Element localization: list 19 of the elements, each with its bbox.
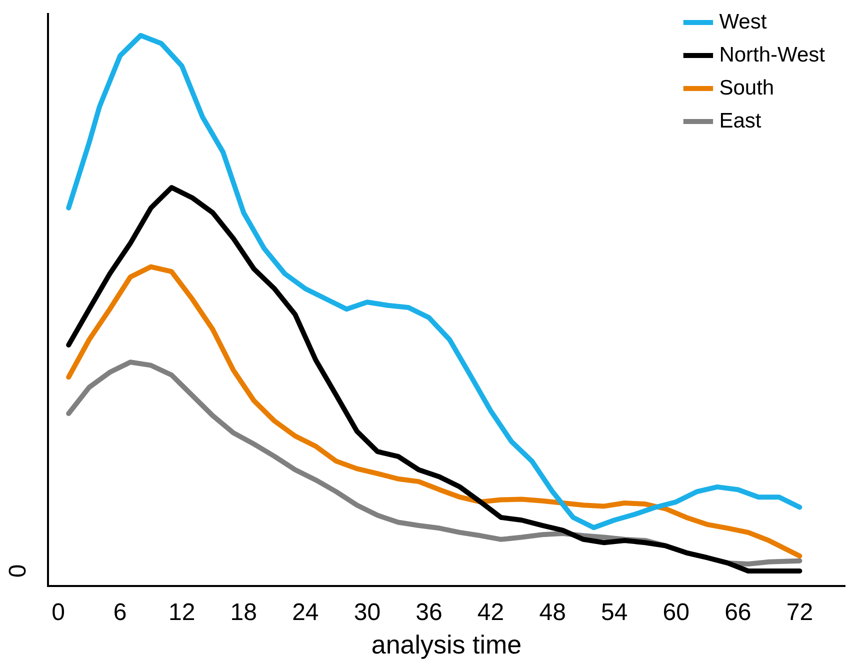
x-tick-label: 24 bbox=[292, 599, 319, 626]
x-tick-label: 48 bbox=[539, 599, 566, 626]
x-tick-label: 42 bbox=[477, 599, 504, 626]
legend-label: North-West bbox=[719, 43, 826, 66]
x-tick-label: 72 bbox=[786, 599, 814, 626]
text: 0 bbox=[4, 564, 33, 578]
legend-label: West bbox=[719, 10, 767, 34]
x-tick-label: 6 bbox=[113, 599, 127, 626]
x-tick-label: 36 bbox=[416, 599, 442, 626]
x-tick-label: 54 bbox=[600, 599, 628, 626]
x-tick-label: 0 bbox=[52, 599, 65, 626]
legend-label: East bbox=[719, 109, 762, 132]
x-tick-label: 60 bbox=[662, 599, 690, 626]
x-axis-title: analysis time bbox=[371, 630, 522, 660]
x-tick-label: 66 bbox=[724, 599, 752, 626]
x-tick-label: 18 bbox=[230, 599, 257, 626]
x-tick-label: 30 bbox=[354, 599, 381, 626]
x-tick-label: 12 bbox=[168, 599, 196, 626]
legend-label: South bbox=[719, 76, 774, 100]
